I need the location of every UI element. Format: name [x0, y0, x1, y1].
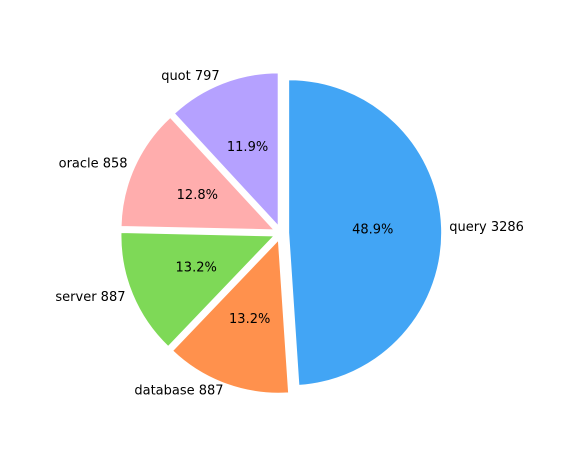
slice-percent-quot: 11.9%: [227, 140, 268, 155]
pie-slice-query: [288, 79, 443, 386]
pie-slice-oracle: [120, 116, 276, 231]
slice-label-oracle: oracle 858: [59, 156, 128, 171]
slice-percent-query: 48.9%: [352, 222, 393, 237]
slice-percent-database: 13.2%: [229, 312, 270, 327]
pie-slice-quot: [173, 72, 279, 228]
slice-percent-server: 13.2%: [176, 261, 217, 276]
pie-slice-database: [171, 239, 290, 394]
slice-label-database: database 887: [134, 384, 223, 399]
slice-label-query: query 3286: [449, 220, 524, 235]
pie-slice-server: [120, 232, 276, 348]
slice-label-server: server 887: [55, 290, 125, 305]
slice-percent-oracle: 12.8%: [177, 188, 218, 203]
slice-label-quot: quot 797: [161, 69, 220, 84]
